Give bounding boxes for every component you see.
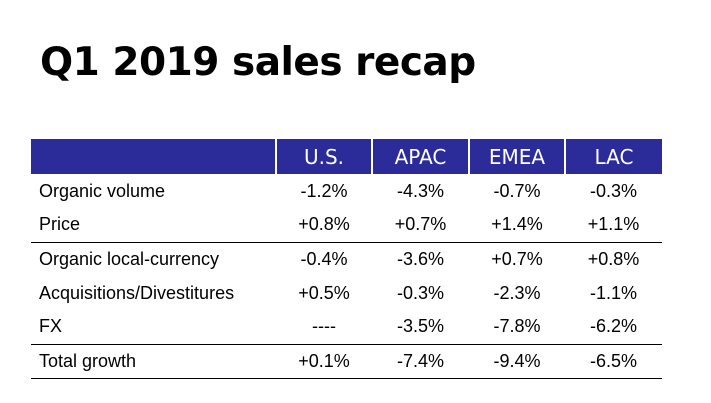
row-label: Price: [39, 214, 81, 235]
table-row-acquisitions-divestitures: Acquisitions/Divestitures +0.5% -0.3% -2…: [31, 276, 662, 310]
cell-emea: +0.7%: [469, 241, 565, 276]
table-row-organic-local-currency: Organic local-currency -0.4% -3.6% +0.7%…: [31, 241, 662, 276]
header-cell-apac: APAC: [371, 139, 469, 174]
sales-recap-table: U.S. APAC EMEA LAC Organic volume -1.2% …: [31, 139, 662, 379]
cell-lac: -0.3%: [589, 180, 638, 201]
cell-emea: -0.7%: [493, 180, 541, 201]
cell-lac: -6.2%: [589, 316, 638, 337]
cell-apac: +0.7%: [394, 214, 447, 235]
cell-lac: -6.5%: [565, 343, 662, 379]
cell-emea: -7.8%: [493, 316, 541, 337]
table-row-fx: FX ---- -3.5% -7.8% -6.2%: [31, 310, 662, 344]
cell-emea: +1.4%: [491, 214, 543, 235]
cell-us: +0.5%: [298, 282, 350, 303]
table-row-total-growth: Total growth +0.1% -7.4% -9.4% -6.5%: [31, 343, 662, 379]
header-cell-us: U.S.: [275, 139, 372, 174]
cell-us: -1.2%: [300, 180, 348, 201]
cell-apac: -4.3%: [396, 180, 445, 201]
cell-apac: -0.3%: [396, 282, 445, 303]
cell-apac: -7.4%: [372, 343, 469, 379]
cell-emea: -9.4%: [469, 343, 565, 379]
cell-us: +0.1%: [276, 343, 372, 379]
header-cell-blank: [31, 139, 276, 174]
row-label: Acquisitions/Divestitures: [39, 282, 235, 303]
cell-apac: -3.6%: [372, 241, 469, 276]
table-row-price: Price +0.8% +0.7% +1.4% +1.1%: [31, 208, 662, 242]
header-cell-lac: LAC: [564, 139, 662, 174]
cell-lac: +0.8%: [565, 241, 662, 276]
cell-us: ----: [312, 316, 336, 337]
page-title: Q1 2019 sales recap: [40, 40, 476, 85]
header-cell-emea: EMEA: [468, 139, 565, 174]
row-label: FX: [39, 316, 63, 337]
row-label: Organic volume: [39, 180, 166, 201]
row-label: Organic local-currency: [31, 241, 276, 276]
cell-us: +0.8%: [298, 214, 350, 235]
cell-lac: -1.1%: [589, 282, 638, 303]
table-header-row: U.S. APAC EMEA LAC: [31, 139, 662, 174]
cell-emea: -2.3%: [493, 282, 541, 303]
cell-lac: +1.1%: [587, 214, 640, 235]
cell-apac: -3.5%: [396, 316, 445, 337]
cell-us: -0.4%: [276, 241, 372, 276]
table-row-organic-volume: Organic volume -1.2% -4.3% -0.7% -0.3%: [31, 174, 662, 208]
row-label: Total growth: [31, 343, 276, 379]
